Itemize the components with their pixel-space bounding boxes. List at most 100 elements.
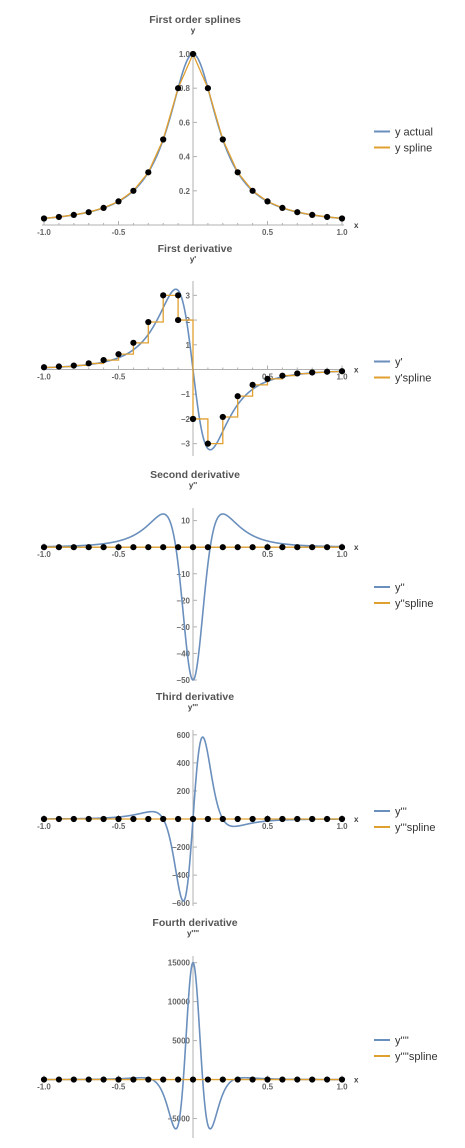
- data-point: [100, 544, 107, 551]
- x-tick-label: 1.0: [336, 228, 348, 237]
- legend-label-actual: y''': [395, 806, 407, 818]
- data-point: [130, 1076, 137, 1083]
- x-tick-label: -0.5: [112, 373, 126, 382]
- data-point: [309, 544, 316, 551]
- x-tick-label: 0.5: [262, 1083, 274, 1092]
- x-tick-label: -0.5: [112, 228, 126, 237]
- data-point: [70, 211, 77, 219]
- legend-label-actual: y actual: [395, 127, 433, 139]
- data-point: [204, 85, 211, 92]
- data-point: [40, 544, 48, 551]
- data-point: [264, 198, 271, 205]
- data-point: [130, 815, 137, 823]
- data-point: [115, 544, 122, 551]
- data-point: [100, 1076, 107, 1083]
- y-axis-label: y: [191, 26, 196, 35]
- y-tick-label: 0.4: [179, 153, 191, 162]
- data-point: [324, 368, 331, 375]
- legend-label-spline: y'''spline: [395, 822, 436, 834]
- x-tick-label: 1.0: [336, 550, 348, 559]
- x-tick-label: 1.0: [336, 373, 348, 382]
- y-tick-label: 200: [177, 787, 191, 796]
- chart-title: First derivative: [158, 243, 233, 255]
- data-point: [145, 815, 152, 823]
- data-point: [189, 50, 197, 58]
- data-point: [55, 363, 63, 370]
- data-point: [145, 169, 152, 176]
- data-point: [160, 136, 167, 143]
- data-point: [338, 1076, 346, 1083]
- data-point: [294, 370, 301, 377]
- chart-title: Fourth derivative: [152, 917, 237, 929]
- data-point: [249, 1076, 256, 1083]
- data-point: [189, 1076, 197, 1083]
- y-tick-label: 400: [177, 759, 191, 768]
- x-axis-label: x: [354, 366, 359, 375]
- data-point: [175, 815, 182, 823]
- data-point: [175, 85, 182, 92]
- y-tick-label: −2: [181, 415, 191, 424]
- data-point: [294, 1076, 301, 1083]
- x-tick-label: -1.0: [37, 550, 51, 559]
- data-point: [175, 292, 182, 299]
- chart-title: Second derivative: [150, 469, 240, 481]
- x-tick-label: 0.5: [262, 550, 274, 559]
- data-point: [264, 375, 271, 382]
- series-line-actual: [43, 513, 343, 681]
- chart-panel-2: First derivativey'x-1.0-0.50.51.0−3−2−11…: [37, 243, 431, 456]
- data-point: [70, 362, 77, 369]
- y-axis-label: y': [190, 255, 196, 264]
- data-point: [85, 360, 92, 367]
- x-tick-label: 0.5: [262, 228, 274, 237]
- x-tick-label: -0.5: [112, 1083, 126, 1092]
- data-point: [160, 544, 167, 551]
- data-point: [85, 209, 92, 216]
- data-point: [294, 209, 301, 216]
- y-tick-label: −3: [181, 440, 191, 449]
- legend-label-actual: y'''': [395, 1035, 409, 1047]
- y-tick-label: 0.2: [179, 187, 191, 196]
- data-point: [324, 815, 331, 823]
- data-point: [55, 213, 63, 221]
- legend-label-spline: y''''spline: [395, 1051, 438, 1063]
- data-point: [309, 369, 316, 376]
- x-axis-label: x: [354, 221, 359, 230]
- y-axis-label: y''': [188, 703, 198, 712]
- data-point: [279, 1076, 286, 1083]
- y-axis-label: y'': [189, 481, 197, 490]
- data-point: [219, 815, 226, 823]
- y-tick-label: −200: [172, 843, 191, 852]
- data-point: [189, 815, 197, 823]
- chart-title: Third derivative: [156, 691, 234, 703]
- data-point: [338, 368, 346, 375]
- data-point: [55, 544, 63, 551]
- y-tick-label: −400: [172, 871, 191, 880]
- x-axis-label: x: [354, 543, 359, 552]
- data-point: [219, 1076, 226, 1083]
- x-tick-label: 1.0: [336, 822, 348, 831]
- x-tick-label: -1.0: [37, 822, 51, 831]
- data-point: [249, 544, 256, 551]
- data-point: [338, 544, 346, 551]
- chart-title: First order splines: [149, 14, 241, 26]
- data-point: [115, 351, 122, 358]
- data-point: [175, 1076, 182, 1083]
- y-tick-label: 0.8: [179, 84, 191, 93]
- data-point: [264, 544, 271, 551]
- data-point: [40, 364, 48, 371]
- data-point: [279, 815, 286, 823]
- data-point: [115, 198, 122, 205]
- data-point: [70, 544, 77, 551]
- x-tick-label: 0.5: [262, 822, 274, 831]
- data-point: [264, 1076, 271, 1083]
- data-point: [219, 413, 226, 421]
- y-tick-label: 10: [181, 517, 190, 526]
- data-point: [338, 815, 346, 823]
- y-tick-label: 3: [186, 291, 191, 300]
- data-point: [115, 1076, 122, 1083]
- data-point: [175, 544, 182, 551]
- data-point: [264, 815, 271, 823]
- data-point: [85, 1076, 92, 1083]
